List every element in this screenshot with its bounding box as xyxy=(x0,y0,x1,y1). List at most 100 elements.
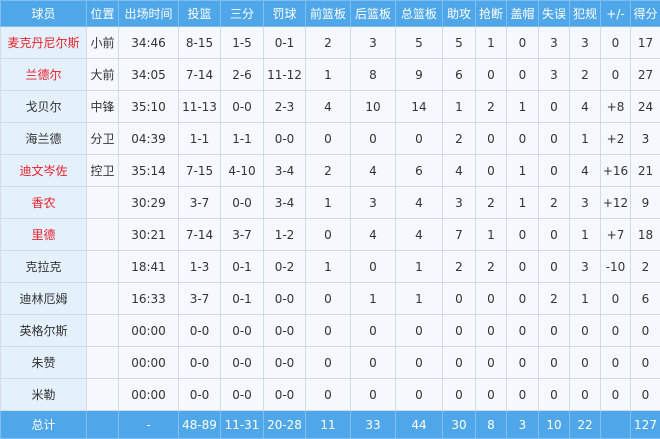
stat-cell: 0 xyxy=(631,379,660,411)
player-name-link[interactable]: 戈贝尔 xyxy=(1,91,87,123)
stat-cell: 4 xyxy=(351,155,396,187)
stat-cell: 0 xyxy=(507,59,539,91)
stat-cell: 0 xyxy=(601,347,631,379)
stat-cell: 0 xyxy=(539,91,570,123)
stat-cell: 6 xyxy=(396,155,443,187)
stat-cell: 2 xyxy=(570,59,601,91)
column-header[interactable]: 抢断 xyxy=(476,1,507,27)
stat-cell: 0-0 xyxy=(264,315,306,347)
stat-cell: 9 xyxy=(631,187,660,219)
column-header[interactable]: 球员 xyxy=(1,1,87,27)
stat-cell: 0 xyxy=(601,283,631,315)
stat-cell: 3 xyxy=(539,27,570,59)
stat-cell: 3-7 xyxy=(221,219,264,251)
total-cell: 30 xyxy=(443,411,476,439)
stat-cell: 1 xyxy=(476,219,507,251)
stat-cell: 3 xyxy=(570,27,601,59)
stat-cell: 1-1 xyxy=(179,123,221,155)
stat-cell: 0 xyxy=(507,315,539,347)
stat-cell: 2 xyxy=(539,283,570,315)
stat-cell: 0 xyxy=(507,283,539,315)
total-cell xyxy=(87,411,119,439)
stat-cell: 0-0 xyxy=(179,315,221,347)
stat-cell: 1 xyxy=(396,283,443,315)
total-cell: 20-28 xyxy=(264,411,306,439)
stat-cell: 24 xyxy=(631,91,660,123)
stat-cell: +12 xyxy=(601,187,631,219)
stat-cell: 0 xyxy=(539,123,570,155)
stat-cell: 4-10 xyxy=(221,155,264,187)
stat-cell: 27 xyxy=(631,59,660,91)
column-header[interactable]: 三分 xyxy=(221,1,264,27)
total-cell: 8 xyxy=(476,411,507,439)
stat-cell: 7-15 xyxy=(179,155,221,187)
column-header[interactable]: 位置 xyxy=(87,1,119,27)
stat-cell: 1 xyxy=(476,27,507,59)
column-header[interactable]: 后篮板 xyxy=(351,1,396,27)
stat-cell: 3 xyxy=(351,187,396,219)
stat-cell: 7-14 xyxy=(179,219,221,251)
stat-cell: 0 xyxy=(306,283,351,315)
stat-cell: 0-0 xyxy=(264,347,306,379)
column-header[interactable]: 助攻 xyxy=(443,1,476,27)
stat-cell: 0 xyxy=(570,347,601,379)
stat-cell: 0-1 xyxy=(221,251,264,283)
stat-cell: 0 xyxy=(539,155,570,187)
stat-cell: 3-4 xyxy=(264,187,306,219)
stat-cell: 0 xyxy=(539,219,570,251)
stat-cell: 0 xyxy=(601,59,631,91)
player-name-link[interactable]: 麦克丹尼尔斯 xyxy=(1,27,87,59)
stat-cell: 0 xyxy=(507,379,539,411)
stat-cell: 2 xyxy=(306,27,351,59)
player-name-link[interactable]: 香农 xyxy=(1,187,87,219)
stat-cell: 1 xyxy=(570,283,601,315)
stat-cell: 0 xyxy=(507,219,539,251)
stat-cell: 0 xyxy=(476,315,507,347)
total-cell: 33 xyxy=(351,411,396,439)
column-header[interactable]: 罚球 xyxy=(264,1,306,27)
column-header[interactable]: 犯规 xyxy=(570,1,601,27)
column-header[interactable]: 出场时间 xyxy=(119,1,179,27)
stat-cell xyxy=(87,187,119,219)
column-header[interactable]: 投篮 xyxy=(179,1,221,27)
stat-cell xyxy=(87,315,119,347)
column-header[interactable]: 前篮板 xyxy=(306,1,351,27)
stat-cell: 1 xyxy=(507,187,539,219)
player-name-link[interactable]: 米勒 xyxy=(1,379,87,411)
stat-cell: 00:00 xyxy=(119,315,179,347)
stat-cell: 8-15 xyxy=(179,27,221,59)
stat-cell: 3 xyxy=(539,59,570,91)
player-name-link[interactable]: 里德 xyxy=(1,219,87,251)
total-cell: 3 xyxy=(507,411,539,439)
stat-cell: 3 xyxy=(443,187,476,219)
stat-cell: 30:21 xyxy=(119,219,179,251)
player-name-link[interactable]: 迪林厄姆 xyxy=(1,283,87,315)
player-name-link[interactable]: 克拉克 xyxy=(1,251,87,283)
column-header[interactable]: 失误 xyxy=(539,1,570,27)
column-header[interactable]: 得分 xyxy=(631,1,660,27)
player-name-link[interactable]: 英格尔斯 xyxy=(1,315,87,347)
stat-cell: 04:39 xyxy=(119,123,179,155)
player-name-link[interactable]: 朱赞 xyxy=(1,347,87,379)
stat-cell: 0 xyxy=(396,123,443,155)
stat-cell: 0 xyxy=(631,315,660,347)
stat-cell: 0 xyxy=(539,379,570,411)
column-header[interactable]: +/- xyxy=(601,1,631,27)
stat-cell: 0 xyxy=(396,379,443,411)
player-name-link[interactable]: 迪文岑佐 xyxy=(1,155,87,187)
column-header[interactable]: 总篮板 xyxy=(396,1,443,27)
stat-cell: 0 xyxy=(539,251,570,283)
stat-cell: 0 xyxy=(351,315,396,347)
player-name-link[interactable]: 兰德尔 xyxy=(1,59,87,91)
stat-cell: 0-0 xyxy=(221,91,264,123)
stat-cell: 11-13 xyxy=(179,91,221,123)
column-header[interactable]: 盖帽 xyxy=(507,1,539,27)
player-name-link[interactable]: 海兰德 xyxy=(1,123,87,155)
stat-cell: 控卫 xyxy=(87,155,119,187)
